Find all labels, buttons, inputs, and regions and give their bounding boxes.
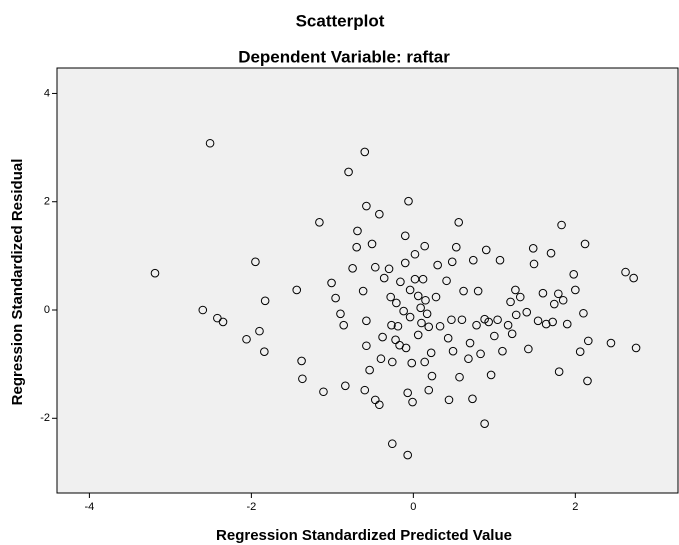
x-tick-label: 2 bbox=[572, 501, 578, 513]
y-axis-label: Regression Standardized Residual bbox=[9, 159, 26, 406]
y-tick-label: 4 bbox=[44, 87, 50, 99]
y-tick-label: 0 bbox=[44, 304, 50, 316]
x-axis-label: Regression Standardized Predicted Value bbox=[216, 527, 512, 544]
chart-subtitle: Dependent Variable: raftar bbox=[238, 47, 450, 66]
x-tick-label: 0 bbox=[410, 501, 416, 513]
page: Scatterplot Dependent Variable: raftar R… bbox=[0, 0, 679, 545]
y-tick-label: 2 bbox=[44, 196, 50, 208]
y-tick-label: -2 bbox=[40, 412, 50, 424]
chart-title: Scatterplot bbox=[296, 11, 385, 30]
chart: Scatterplot Dependent Variable: raftar R… bbox=[0, 0, 679, 545]
plot-area bbox=[57, 68, 678, 493]
x-tick-label: -4 bbox=[85, 501, 95, 513]
x-tick-label: -2 bbox=[246, 501, 256, 513]
